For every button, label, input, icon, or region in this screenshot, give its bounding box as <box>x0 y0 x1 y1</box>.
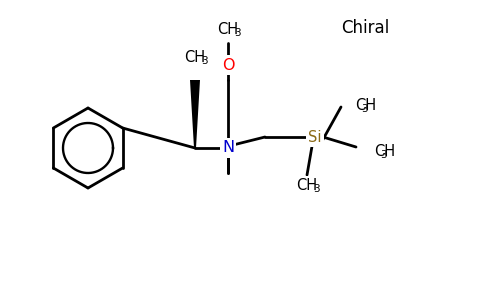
Text: CH: CH <box>184 50 206 64</box>
Text: 3: 3 <box>234 28 241 38</box>
Polygon shape <box>190 80 200 148</box>
Text: CH: CH <box>296 178 318 193</box>
Text: CH3: CH3 <box>213 22 243 38</box>
Text: CH: CH <box>374 145 395 160</box>
Text: CH: CH <box>355 98 376 112</box>
Text: CH3: CH3 <box>355 98 385 112</box>
Text: O: O <box>222 58 234 73</box>
Text: N: N <box>222 140 234 155</box>
Text: 3: 3 <box>201 56 208 65</box>
Text: CH: CH <box>217 22 239 38</box>
Text: 3: 3 <box>313 184 320 194</box>
Text: Chiral: Chiral <box>341 19 389 37</box>
Text: Si: Si <box>308 130 322 145</box>
Text: CH3: CH3 <box>374 145 404 160</box>
Text: 3: 3 <box>380 151 387 160</box>
Text: 3: 3 <box>361 103 368 113</box>
Text: CH3: CH3 <box>180 50 210 64</box>
Text: CH3: CH3 <box>292 178 322 193</box>
